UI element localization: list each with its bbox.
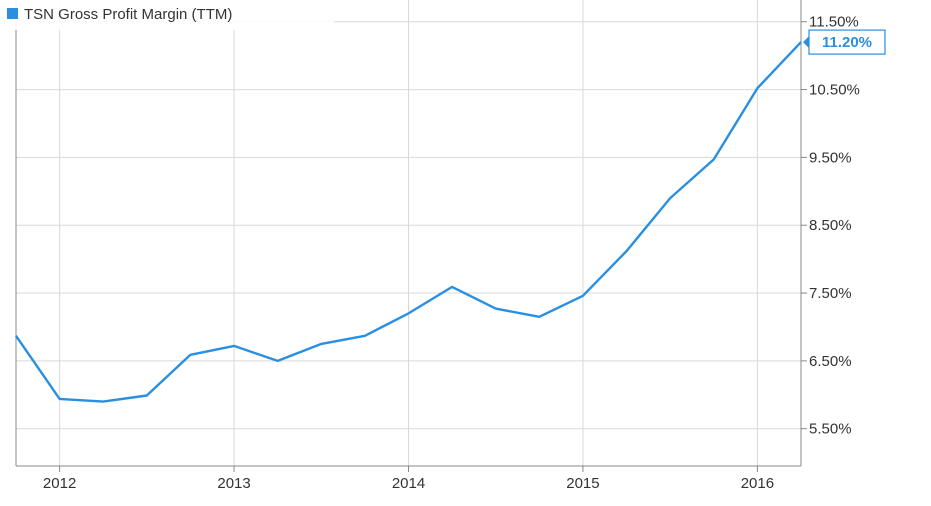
tick-layer: 5.50% 6.50% 7.50% 8.50% 9.50% 10.50% 11.50% 201… (43, 14, 860, 492)
last-value-text: 11.20% (822, 34, 872, 51)
last-value-label: 11.20% (803, 29, 886, 55)
x-tick-label: 2012 (43, 475, 76, 492)
y-tick-label: 9.50% (809, 149, 852, 166)
x-tick-label: 2014 (392, 475, 425, 492)
y-tick-label: 5.50% (809, 421, 852, 438)
legend-background (0, 0, 334, 30)
legend-swatch (7, 8, 18, 19)
legend-label: TSN Gross Profit Margin (TTM) (24, 6, 232, 23)
series-layer (15, 41, 802, 403)
y-tick-label: 8.50% (809, 217, 852, 234)
legend: TSN Gross Profit Margin (TTM) (0, 0, 334, 30)
x-tick-label: 2015 (566, 475, 599, 492)
y-tick-label: 10.50% (809, 82, 860, 99)
grid-layer (16, 0, 801, 466)
x-tick-label: 2016 (741, 475, 774, 492)
last-value-pointer (803, 36, 809, 49)
y-tick-label: 7.50% (809, 285, 852, 302)
last-value-box (808, 29, 886, 55)
y-tick-label: 6.50% (809, 353, 852, 370)
y-tick-label: 11.50% (809, 14, 859, 31)
x-tick-label: 2013 (217, 475, 250, 492)
